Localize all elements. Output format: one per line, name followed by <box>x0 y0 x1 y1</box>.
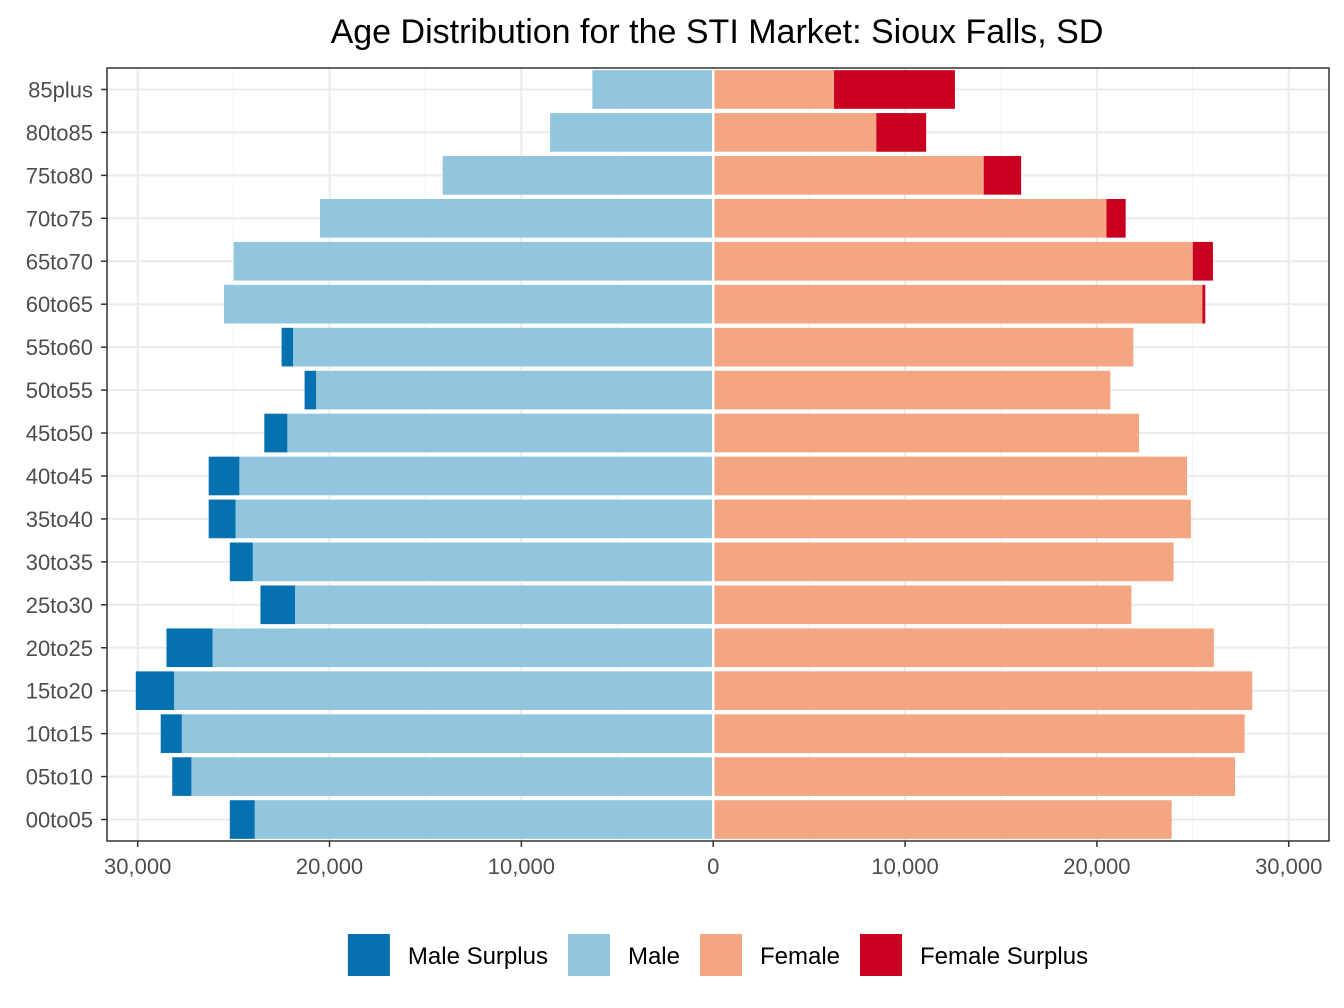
bar-female-05to10 <box>713 757 1235 796</box>
y-tick-label: 05to10 <box>26 765 93 790</box>
bar-male-50to55 <box>316 370 714 410</box>
bar-female-surplus-85plus <box>834 70 955 109</box>
bar-male-surplus-20to25 <box>166 628 213 668</box>
bar-female-65to70 <box>713 241 1193 281</box>
bar-male-surplus-45to50 <box>264 413 288 453</box>
bar-female-55to60 <box>713 327 1134 367</box>
bar-male-15to20 <box>174 671 714 711</box>
bar-male-surplus-30to35 <box>229 542 253 582</box>
bar-female-50to55 <box>713 370 1111 410</box>
bar-male-surplus-50to55 <box>304 370 317 410</box>
y-tick-label: 15to20 <box>26 679 93 704</box>
x-tick-label: 30,000 <box>1255 854 1322 879</box>
bar-female-surplus-65to70 <box>1192 241 1213 281</box>
bar-female-75to80 <box>713 156 984 195</box>
legend-key-female <box>699 934 742 976</box>
y-tick-label: 80to85 <box>26 120 93 145</box>
bar-male-60to65 <box>224 284 714 324</box>
bar-male-05to10 <box>191 757 714 796</box>
legend-label: Male <box>628 943 680 970</box>
bar-male-surplus-55to60 <box>281 327 294 367</box>
bar-female-70to75 <box>713 198 1107 238</box>
bar-female-25to30 <box>713 585 1132 625</box>
bar-female-30to35 <box>713 542 1174 582</box>
bar-female-60to65 <box>713 284 1203 324</box>
bar-male-surplus-00to05 <box>229 800 255 839</box>
legend-label: Female <box>760 943 840 970</box>
x-tick-label: 10,000 <box>871 854 938 879</box>
bar-male-surplus-10to15 <box>160 714 182 753</box>
bar-male-surplus-25to30 <box>260 585 295 625</box>
bar-male-00to05 <box>254 800 714 839</box>
bar-male-surplus-15to20 <box>135 671 175 711</box>
bar-male-surplus-05to10 <box>172 757 192 796</box>
bar-male-80to85 <box>550 113 714 152</box>
y-tick-label: 55to60 <box>26 335 93 360</box>
y-tick-label: 35to40 <box>26 507 93 532</box>
bar-male-45to50 <box>287 413 714 453</box>
x-tick-label: 30,000 <box>104 854 171 879</box>
bar-female-45to50 <box>713 413 1140 453</box>
bar-male-20to25 <box>212 628 714 668</box>
bar-female-80to85 <box>713 113 877 152</box>
legend-key-male <box>567 934 610 976</box>
y-tick-label: 60to65 <box>26 292 93 317</box>
bar-male-85plus <box>592 70 714 109</box>
x-tick-label: 10,000 <box>488 854 555 879</box>
y-tick-label: 40to45 <box>26 464 93 489</box>
bar-male-30to35 <box>252 542 714 582</box>
bar-female-00to05 <box>713 800 1172 839</box>
x-tick-label: 20,000 <box>1063 854 1130 879</box>
x-tick-label: 0 <box>707 854 719 879</box>
bar-female-20to25 <box>713 628 1214 668</box>
bar-female-surplus-75to80 <box>983 156 1022 195</box>
bar-male-35to40 <box>235 499 714 539</box>
y-tick-label: 10to15 <box>26 722 93 747</box>
bar-female-15to20 <box>713 671 1253 711</box>
bar-male-40to45 <box>239 456 714 496</box>
bar-female-40to45 <box>713 456 1188 496</box>
bar-male-55to60 <box>293 327 714 367</box>
legend: Male Surplus Male Female Female Surplus <box>347 934 1088 976</box>
bar-male-surplus-40to45 <box>208 456 240 496</box>
bar-male-75to80 <box>442 156 714 195</box>
y-tick-label: 85plus <box>28 77 93 102</box>
bar-female-surplus-60to65 <box>1202 284 1206 324</box>
y-tick-label: 25to30 <box>26 593 93 618</box>
bar-male-70to75 <box>319 198 714 238</box>
legend-label: Female Surplus <box>920 943 1088 970</box>
y-tick-label: 50to55 <box>26 378 93 403</box>
legend-key-female-surplus <box>860 934 903 976</box>
y-tick-label: 20to25 <box>26 636 93 661</box>
y-tick-label: 00to05 <box>26 808 93 833</box>
y-tick-label: 75to80 <box>26 163 93 188</box>
bar-female-surplus-80to85 <box>876 113 927 152</box>
bar-male-25to30 <box>295 585 714 625</box>
legend-key-male-surplus <box>347 934 390 976</box>
bar-male-10to15 <box>181 714 714 753</box>
plot-border <box>106 67 1330 842</box>
bar-female-10to15 <box>713 714 1245 753</box>
y-tick-label: 70to75 <box>26 206 93 231</box>
y-tick-label: 65to70 <box>26 249 93 274</box>
x-tick-label: 20,000 <box>296 854 363 879</box>
bars <box>135 70 1253 839</box>
bar-female-surplus-70to75 <box>1106 198 1126 238</box>
y-tick-label: 45to50 <box>26 421 93 446</box>
legend-label: Male Surplus <box>408 943 548 970</box>
y-tick-label: 30to35 <box>26 550 93 575</box>
bar-male-65to70 <box>233 241 714 281</box>
bar-female-35to40 <box>713 499 1191 539</box>
bar-male-surplus-35to40 <box>208 499 236 539</box>
axes: 00to05 05to10 10to15 15to20 20to25 25to30 30to… <box>26 77 1323 879</box>
plot-background <box>107 68 1329 841</box>
chart-title: Age Distribution for the STI Market: Sio… <box>331 13 1104 51</box>
bar-female-85plus <box>713 70 835 109</box>
